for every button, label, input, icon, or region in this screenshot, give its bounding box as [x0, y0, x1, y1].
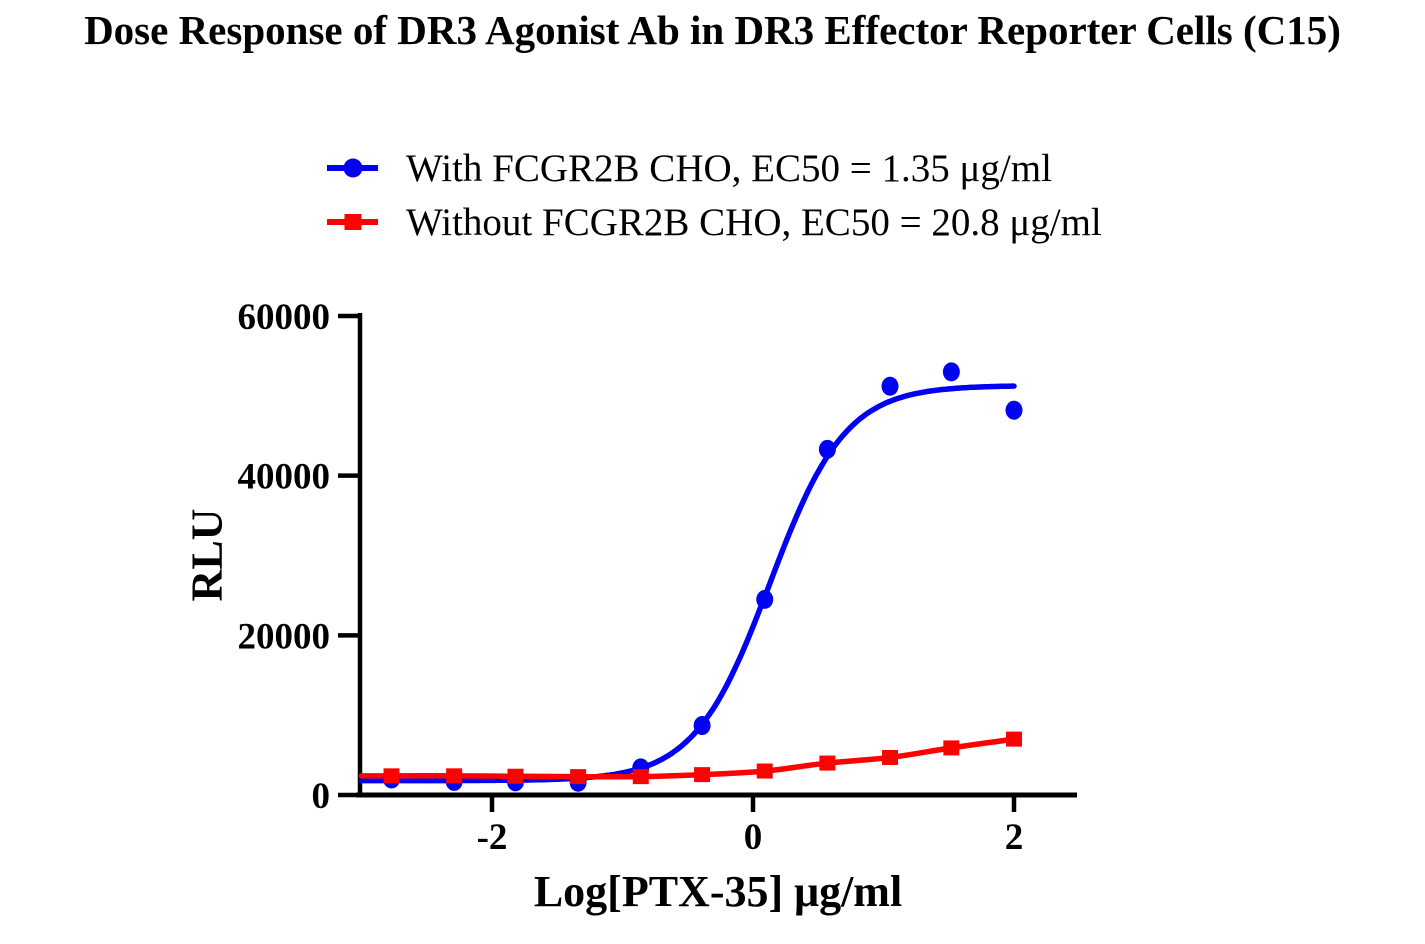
legend-label-without-fcgr2b: Without FCGR2B CHO, EC50 = 20.8 μg/ml [406, 200, 1102, 244]
y-tick-label: 60000 [238, 297, 331, 338]
data-point-without-fcgr2b-cho [943, 740, 960, 756]
legend: With FCGR2B CHO, EC50 = 1.35 μg/ml Witho… [327, 141, 1102, 249]
y-tick-label: 40000 [238, 457, 331, 498]
y-tick-label: 20000 [238, 616, 331, 657]
x-axis-title: Log[PTX-35] μg/ml [533, 867, 903, 916]
data-point-without-fcgr2b-cho [1006, 731, 1022, 747]
fit-curve-with-fcgr2b-cho [358, 383, 1017, 784]
legend-circle-marker-icon [327, 157, 378, 179]
legend-item-without-fcgr2b: Without FCGR2B CHO, EC50 = 20.8 μg/ml [327, 195, 1102, 249]
data-point-without-fcgr2b-cho [694, 767, 711, 783]
y-tick-label: 0 [312, 776, 331, 817]
data-point-without-fcgr2b-cho [446, 768, 463, 784]
data-point-with-fcgr2b-cho [1005, 400, 1023, 420]
legend-item-with-fcgr2b: With FCGR2B CHO, EC50 = 1.35 μg/ml [327, 141, 1102, 195]
data-point-without-fcgr2b-cho [756, 763, 773, 779]
data-point-with-fcgr2b-cho [818, 439, 836, 459]
data-point-with-fcgr2b-cho [942, 362, 960, 382]
square-icon [344, 214, 361, 230]
x-tick-label: 0 [744, 817, 763, 858]
legend-label-with-fcgr2b: With FCGR2B CHO, EC50 = 1.35 μg/ml [406, 146, 1052, 190]
data-point-without-fcgr2b-cho [570, 769, 587, 785]
data-point-without-fcgr2b-cho [882, 749, 899, 765]
data-point-with-fcgr2b-cho [756, 589, 774, 609]
x-tick-label: -2 [477, 817, 508, 858]
data-point-without-fcgr2b-cho [383, 768, 400, 784]
data-point-with-fcgr2b-cho [693, 716, 711, 736]
data-point-with-fcgr2b-cho [881, 376, 899, 396]
data-point-without-fcgr2b-cho [507, 768, 524, 784]
legend-square-marker-icon [327, 211, 378, 233]
chart-title: Dose Response of DR3 Agonist Ab in DR3 E… [84, 7, 1341, 53]
x-tick-label: 2 [1005, 817, 1024, 858]
data-point-without-fcgr2b-cho [819, 755, 836, 771]
data-point-without-fcgr2b-cho [632, 769, 649, 785]
circle-icon [343, 158, 362, 178]
